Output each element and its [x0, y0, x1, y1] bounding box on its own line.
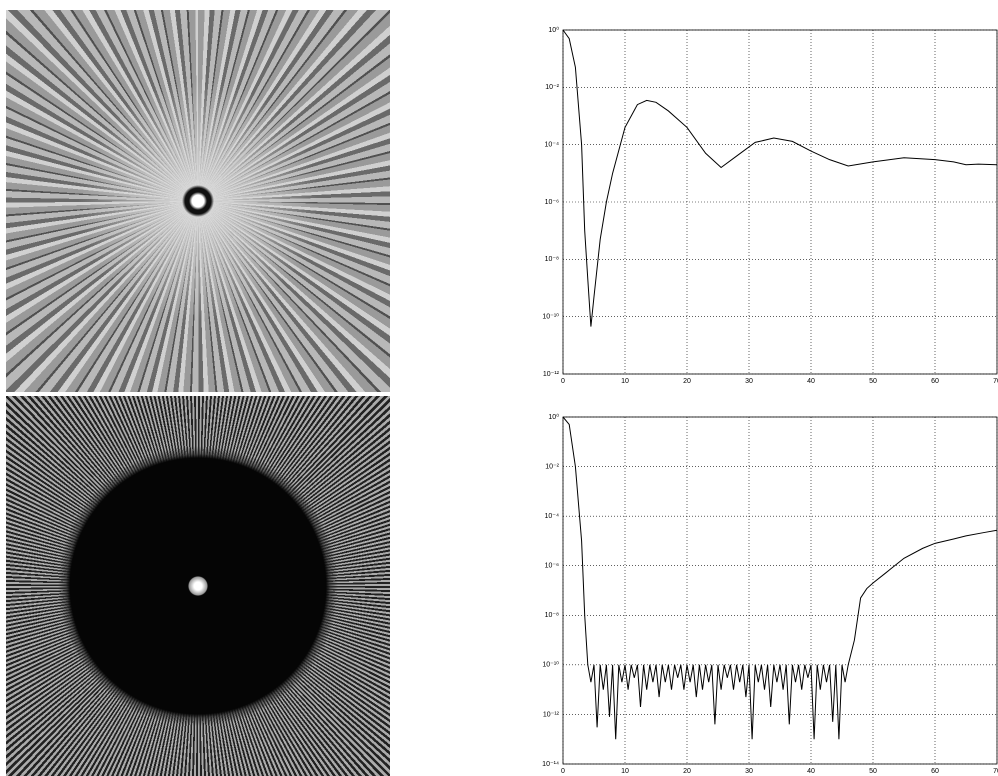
x-tick-label: 30	[745, 768, 753, 775]
y-tick-label: 10⁻²	[545, 84, 559, 91]
x-tick-label: 10	[621, 378, 629, 385]
x-tick-label: 0	[561, 378, 565, 385]
x-tick-label: 60	[931, 768, 939, 775]
y-tick-label: 10⁻¹²	[543, 711, 560, 718]
x-tick-label: 70	[993, 378, 998, 385]
x-tick-label: 20	[683, 768, 691, 775]
y-tick-label: 10⁻⁴	[545, 513, 560, 520]
axes-box	[563, 417, 997, 764]
y-tick-label: 10⁻⁸	[545, 256, 559, 263]
y-tick-label: 10⁻¹²	[543, 371, 560, 378]
y-tick-label: 10⁻¹⁴	[542, 761, 559, 768]
y-tick-label: 10⁰	[548, 413, 559, 421]
x-tick-label: 70	[993, 768, 998, 775]
y-tick-label: 10⁻⁶	[545, 563, 559, 570]
y-tick-label: 10⁰	[548, 26, 559, 34]
x-tick-label: 30	[745, 378, 753, 385]
y-tick-label: 10⁻⁸	[545, 612, 559, 619]
x-tick-label: 50	[869, 768, 877, 775]
x-tick-label: 0	[561, 768, 565, 775]
x-tick-label: 20	[683, 378, 691, 385]
y-tick-label: 10⁻¹⁰	[542, 313, 559, 321]
charts: 10⁰10⁻²10⁻⁴10⁻⁶10⁻⁸10⁻¹⁰10⁻¹²01020304050…	[0, 0, 998, 776]
x-tick-label: 40	[807, 378, 815, 385]
x-tick-label: 60	[931, 378, 939, 385]
y-tick-label: 10⁻²	[545, 463, 559, 470]
y-tick-label: 10⁻⁶	[545, 199, 559, 206]
line-series	[563, 30, 997, 327]
y-tick-label: 10⁻¹⁰	[542, 661, 559, 669]
x-tick-label: 50	[869, 378, 877, 385]
page: 10⁰10⁻²10⁻⁴10⁻⁶10⁻⁸10⁻¹⁰10⁻¹²01020304050…	[0, 0, 998, 776]
x-tick-label: 10	[621, 768, 629, 775]
x-tick-label: 40	[807, 768, 815, 775]
y-tick-label: 10⁻⁴	[545, 142, 560, 149]
line-series	[563, 417, 997, 739]
